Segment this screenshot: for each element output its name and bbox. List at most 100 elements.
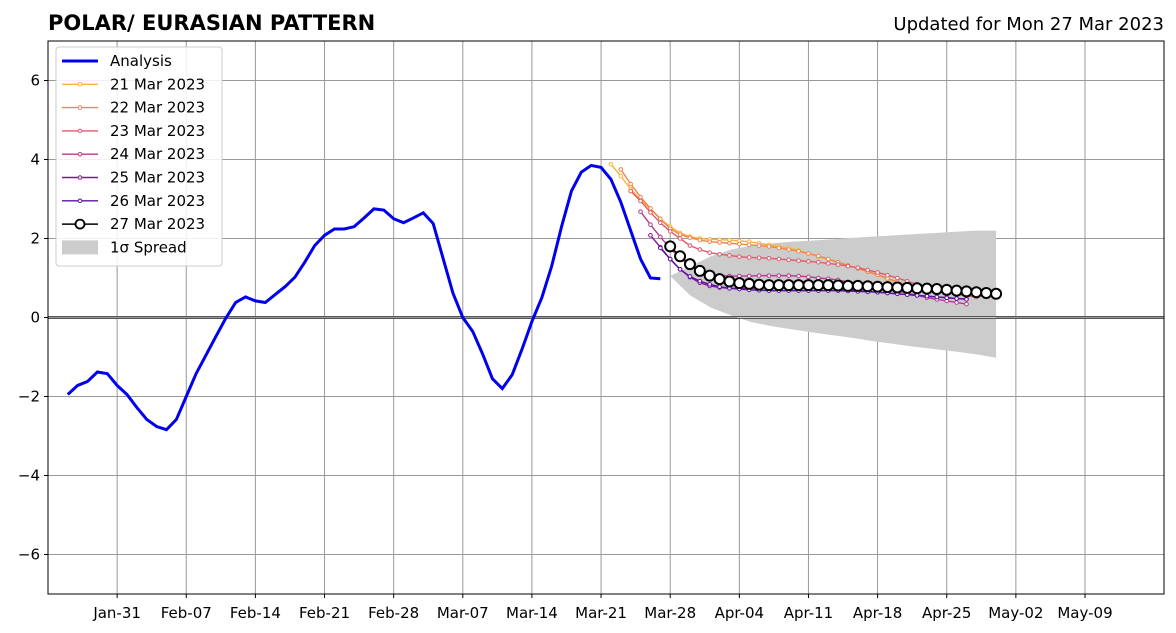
current-forecast-point (822, 279, 835, 292)
current-forecast-point (891, 281, 904, 294)
forecast-point (707, 239, 712, 244)
current-forecast-point (911, 282, 924, 295)
forecast-point (717, 252, 722, 257)
forecast-point (638, 198, 643, 204)
current-forecast-point (782, 279, 795, 292)
forecast-point (658, 245, 663, 251)
forecast-point (648, 222, 653, 227)
forecast-point (667, 256, 673, 262)
chart-title: POLAR/ EURASIAN PATTERN (48, 11, 375, 35)
legend-label: 1σ Spread (110, 238, 187, 256)
y-tick-label: −6 (18, 546, 40, 564)
current-forecast-point (940, 283, 953, 296)
forecast-point (895, 275, 900, 281)
forecast-point (697, 278, 703, 284)
forecast-point (766, 255, 772, 261)
chart-subtitle: Updated for Mon 27 Mar 2023 (893, 14, 1164, 35)
legend-marker-forecast (77, 175, 83, 180)
forecast-point (727, 240, 732, 246)
forecast-point (737, 254, 742, 259)
current-forecast-point (664, 240, 677, 253)
current-forecast-point (674, 250, 687, 263)
current-forecast-point (901, 281, 914, 294)
forecast-point (608, 161, 614, 167)
legend-label: 25 Mar 2023 (110, 169, 205, 187)
x-tick-label: Mar-07 (437, 604, 489, 622)
y-tick-label: 2 (30, 230, 40, 248)
forecast-point (658, 220, 663, 225)
y-tick-label: −4 (18, 467, 40, 485)
current-forecast-point (930, 283, 943, 296)
forecast-point (658, 216, 663, 222)
current-forecast-point (990, 287, 1003, 300)
analysis-line (66, 163, 661, 432)
current-forecast-point (841, 279, 854, 292)
forecast-point (786, 273, 792, 278)
forecast-point (638, 194, 643, 200)
forecast-point (638, 209, 643, 214)
x-tick-label: May-09 (1057, 604, 1112, 622)
current-forecast-point (960, 285, 973, 298)
forecast-point (964, 301, 969, 307)
legend-marker-current (74, 218, 86, 230)
forecast-point (776, 273, 782, 278)
legend-marker-forecast (77, 151, 83, 157)
x-tick-label: Feb-14 (230, 604, 281, 622)
x-tick-label: Apr-11 (784, 604, 834, 622)
forecast-point (786, 257, 792, 263)
x-tick-label: Jan-31 (92, 604, 141, 622)
current-forecast-point (861, 280, 874, 293)
current-forecast-point (832, 279, 845, 292)
current-forecast-point (871, 280, 884, 293)
current-forecast-point (753, 278, 766, 291)
forecast-point (628, 181, 633, 187)
axes: Jan-31 Feb-07 Feb-14 Feb-21 Feb-28 Mar-07 Mar-… (18, 72, 1113, 623)
current-forecast-point (693, 264, 706, 277)
forecast-point (954, 296, 959, 301)
forecast-point (658, 234, 663, 240)
forecast-point (806, 251, 811, 256)
y-tick-label: 6 (30, 72, 40, 90)
spread-area (670, 230, 997, 358)
forecast-point (618, 173, 624, 179)
forecast-point (687, 235, 693, 241)
current-forecast-point (881, 281, 894, 294)
current-forecast-point (812, 279, 825, 292)
current-forecast-point (703, 269, 716, 282)
x-tick-label: Mar-21 (575, 604, 627, 622)
forecast-point (835, 262, 841, 267)
zero-line (48, 316, 1164, 319)
legend-label: 21 Mar 2023 (110, 75, 205, 93)
x-tick-label: Apr-18 (853, 604, 903, 622)
forecast-point (746, 255, 752, 260)
forecast-point (944, 295, 950, 301)
forecast-point (816, 259, 821, 265)
forecast-point (697, 247, 703, 252)
forecast-point (796, 258, 801, 263)
forecast-point (746, 273, 752, 279)
legend-label: 24 Mar 2023 (110, 145, 205, 163)
legend-marker-forecast (77, 128, 83, 134)
x-tick-label: May-02 (988, 604, 1043, 622)
forecast-point (697, 237, 703, 243)
legend-marker-forecast (77, 105, 83, 110)
legend-label: 23 Mar 2023 (110, 122, 205, 140)
current-forecast-point (743, 277, 756, 290)
current-forecast-point (772, 279, 785, 292)
legend-marker-forecast (77, 82, 83, 87)
series (66, 161, 1003, 432)
legend-box (55, 46, 223, 267)
forecast-point (628, 188, 633, 194)
forecast-point (806, 259, 811, 264)
current-forecast-point (851, 279, 864, 292)
forecast-point (796, 273, 801, 279)
forecast-point (717, 284, 722, 289)
forecast-point (786, 247, 792, 252)
current-forecast-point (733, 277, 746, 290)
forecast-point (648, 206, 653, 211)
forecast-point (825, 256, 831, 262)
forecast-point (687, 243, 693, 248)
y-tick-label: 0 (30, 309, 40, 327)
forecast-point (855, 265, 861, 271)
